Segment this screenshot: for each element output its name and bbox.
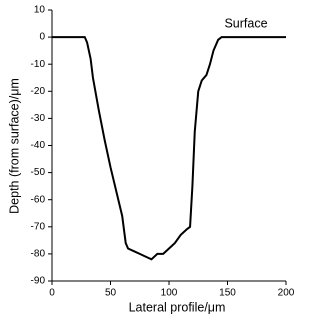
y-tick-label: 10 [34,5,46,16]
x-tick-label: 50 [105,288,117,299]
y-tick-label: -10 [31,59,46,70]
y-tick-label: -60 [31,194,46,205]
x-tick-label: 0 [49,288,55,299]
x-axis-label: Lateral profile/μm [129,300,226,314]
y-tick-label: -30 [31,113,46,124]
y-axis-label: Depth (from surface)/μm [7,78,21,214]
x-tick-label: 150 [219,288,236,299]
y-tick-label: -50 [31,167,46,178]
y-tick-label: -20 [31,86,46,97]
y-tick-label: 0 [39,32,45,43]
y-tick-label: -90 [31,276,46,287]
x-tick-label: 100 [161,288,178,299]
y-tick-label: -70 [31,221,46,232]
chart: Lateral profile/μm Depth (from surface)/… [7,5,295,315]
y-tick-label: -80 [31,249,46,260]
y-tick-label: -40 [31,140,46,151]
x-tick-label: 200 [278,288,295,299]
profile-line [52,36,286,261]
annotation: Surface [224,16,267,30]
